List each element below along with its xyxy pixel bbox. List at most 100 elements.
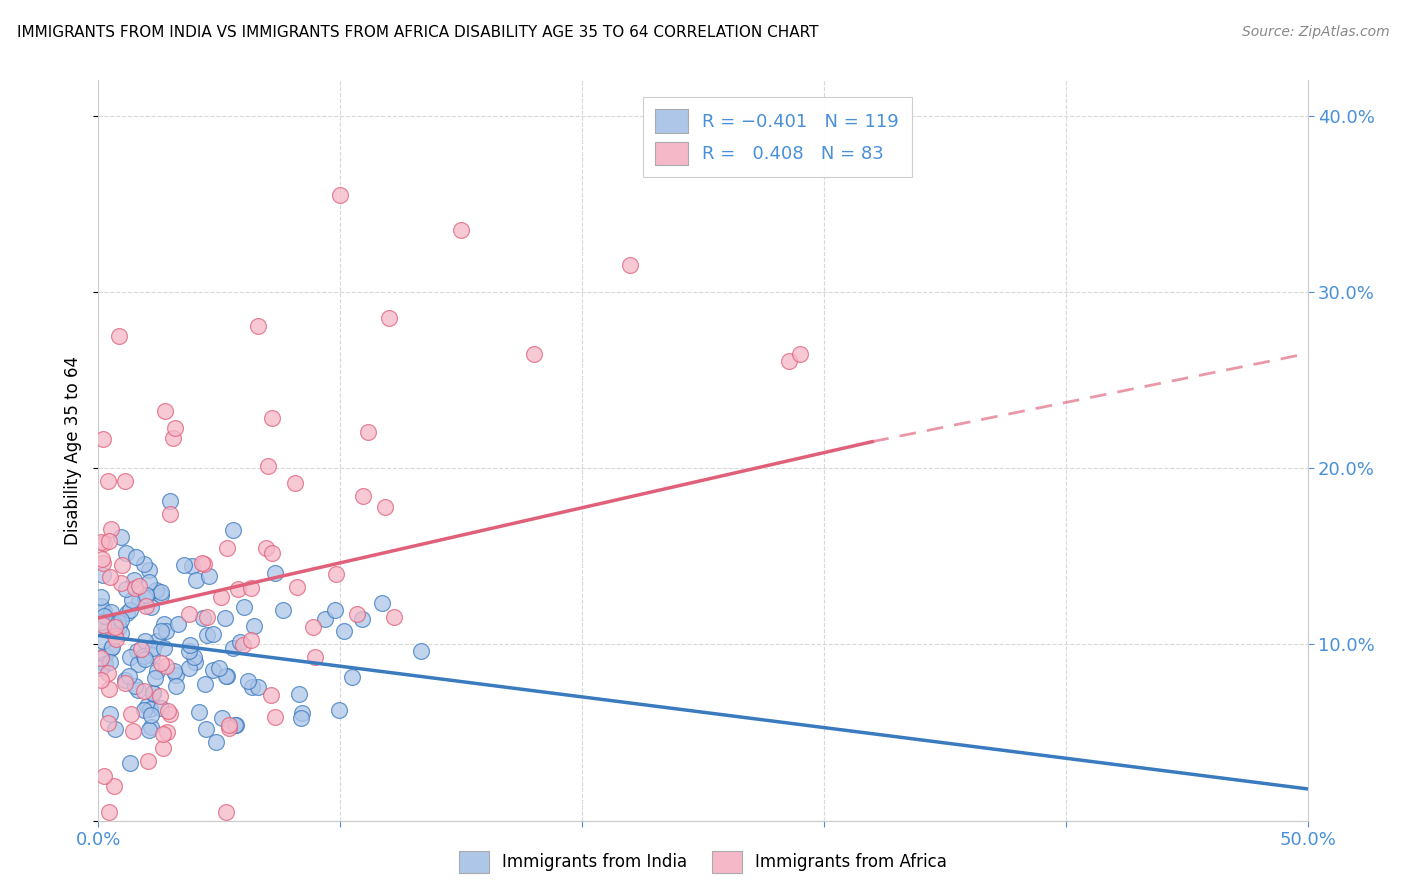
Point — [328, 703, 350, 717]
Point — [114, 475, 136, 489]
Point — [209, 590, 232, 604]
Point — [340, 670, 363, 684]
Point — [159, 706, 181, 721]
Legend: R = −0.401   N = 119, R =   0.408   N = 83: R = −0.401 N = 119, R = 0.408 N = 83 — [643, 96, 911, 178]
Point — [98, 805, 121, 819]
Point — [98, 655, 121, 669]
Point — [177, 661, 200, 675]
Point — [165, 668, 187, 682]
Point — [163, 420, 186, 434]
Point — [90, 651, 112, 665]
Point — [194, 722, 217, 736]
Point — [132, 648, 155, 663]
Point — [136, 699, 159, 714]
Point — [91, 618, 114, 632]
Point — [179, 643, 201, 657]
Point — [98, 682, 121, 697]
Point — [789, 346, 811, 360]
Point — [101, 640, 124, 654]
Point — [257, 458, 280, 473]
Point — [166, 616, 188, 631]
Point — [194, 677, 217, 691]
Point — [111, 558, 134, 572]
Point — [214, 611, 236, 625]
Point — [193, 557, 215, 571]
Point — [114, 546, 136, 560]
Point — [118, 603, 141, 617]
Point — [127, 683, 149, 698]
Point — [146, 634, 169, 648]
Point — [302, 620, 325, 634]
Point — [149, 624, 172, 638]
Point — [94, 657, 117, 671]
Point — [179, 607, 201, 621]
Point — [98, 570, 121, 584]
Point — [377, 311, 399, 326]
Point — [224, 717, 246, 731]
Point — [411, 644, 433, 658]
Point — [104, 620, 127, 634]
Point — [205, 735, 228, 749]
Point — [146, 664, 169, 678]
Point — [523, 346, 546, 360]
Point — [135, 588, 157, 602]
Point — [93, 536, 115, 550]
Point — [153, 616, 176, 631]
Point — [134, 651, 156, 665]
Point — [98, 707, 121, 722]
Point — [97, 665, 120, 680]
Point — [150, 584, 173, 599]
Point — [260, 688, 283, 702]
Point — [264, 710, 287, 724]
Point — [156, 704, 179, 718]
Point — [260, 410, 283, 425]
Point — [323, 603, 346, 617]
Point — [114, 673, 136, 687]
Point — [138, 723, 160, 737]
Point — [124, 581, 146, 595]
Point — [162, 431, 184, 445]
Point — [150, 700, 173, 714]
Point — [288, 687, 311, 701]
Point — [90, 535, 112, 549]
Point — [173, 558, 195, 572]
Point — [132, 703, 155, 717]
Point — [125, 644, 148, 658]
Point — [153, 403, 176, 417]
Point — [239, 582, 262, 596]
Point — [153, 641, 176, 656]
Point — [371, 596, 394, 610]
Point — [191, 556, 214, 570]
Point — [90, 590, 112, 604]
Point — [114, 676, 136, 690]
Point — [118, 756, 141, 771]
Point — [329, 187, 352, 202]
Point — [93, 609, 115, 624]
Point — [211, 710, 233, 724]
Point — [139, 702, 162, 716]
Point — [90, 661, 112, 675]
Point — [215, 669, 238, 683]
Point — [159, 494, 181, 508]
Point — [97, 715, 120, 730]
Point — [247, 680, 270, 694]
Point — [382, 610, 405, 624]
Point — [155, 658, 177, 673]
Point — [139, 720, 162, 734]
Point — [90, 599, 112, 614]
Point — [290, 710, 312, 724]
Point — [214, 805, 236, 819]
Point — [100, 522, 122, 536]
Point — [778, 354, 800, 368]
Point — [98, 533, 121, 548]
Point — [150, 656, 173, 670]
Point — [135, 599, 157, 614]
Point — [107, 615, 129, 630]
Point — [264, 566, 287, 580]
Point — [122, 573, 145, 587]
Point — [188, 705, 211, 719]
Point — [183, 655, 205, 669]
Point — [225, 718, 247, 732]
Point — [134, 591, 156, 605]
Point — [165, 679, 187, 693]
